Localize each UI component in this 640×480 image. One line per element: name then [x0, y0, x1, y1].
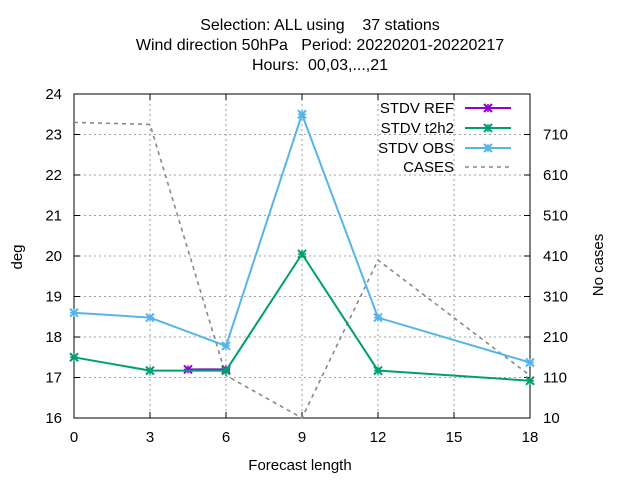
data-point-stdv-t2h2	[525, 376, 535, 386]
x-tick-label: 9	[298, 429, 306, 446]
legend-label-stdv-obs: STDV OBS	[378, 140, 454, 157]
y-axis-label: deg	[9, 244, 26, 269]
y2-tick-label: 10	[543, 410, 560, 427]
y-tick-label: 16	[45, 410, 62, 427]
y-tick-label: 24	[45, 86, 62, 103]
data-point-stdv-t2h2	[145, 365, 155, 376]
y-tick-label: 23	[45, 127, 62, 144]
legend-marker-stdv-ref	[483, 103, 493, 113]
y2-tick-label: 610	[543, 167, 568, 184]
y2-axis-label: No cases	[590, 234, 607, 297]
chart-title-line-3: Hours: 00,03,...,21	[251, 57, 389, 74]
y2-tick-label: 310	[543, 289, 568, 306]
x-tick-label: 0	[70, 429, 78, 446]
legend-label-stdv-ref: STDV REF	[380, 100, 454, 117]
x-tick-label: 15	[446, 429, 463, 446]
data-point-stdv-obs	[221, 341, 231, 351]
data-point-stdv-t2h2	[297, 249, 307, 259]
y-tick-label: 17	[45, 370, 62, 387]
y-tick-label: 18	[45, 329, 62, 346]
x-tick-label: 3	[146, 429, 154, 446]
legend-marker-stdv-obs	[483, 143, 493, 153]
data-point-stdv-ref	[183, 364, 193, 375]
y2-tick-label: 710	[543, 127, 568, 144]
x-tick-label: 12	[370, 429, 387, 446]
data-point-stdv-t2h2	[221, 365, 231, 376]
legend-marker-stdv-t2h2	[483, 123, 493, 133]
y2-tick-label: 410	[543, 248, 568, 265]
series-line-stdv-t2h2	[73, 252, 531, 382]
data-point-stdv-obs	[297, 109, 307, 119]
legend-label-stdv-t2h2: STDV t2h2	[381, 120, 454, 137]
data-point-stdv-t2h2	[373, 365, 383, 376]
legend-label-cases: CASES	[403, 159, 454, 176]
x-axis-label: Forecast length	[248, 457, 351, 474]
x-tick-label: 6	[222, 429, 230, 446]
chart-title-line-1: Selection: ALL using 37 stations	[200, 17, 440, 34]
y2-tick-label: 110	[543, 370, 567, 387]
y-tick-label: 22	[45, 167, 62, 184]
legend: STDV REF STDV t2h2 STDV OBS CASES	[378, 100, 511, 176]
axes-ticks: 0 3 6 9 12 15 18 16 17 18 19 20 21 22 23 24 10 110 210 310 4…	[45, 86, 568, 446]
series-line-cases	[73, 121, 531, 420]
data-point-stdv-obs	[373, 312, 383, 323]
chart-title-line-2: Wind direction 50hPa Period: 20220201-20…	[135, 37, 505, 54]
y-tick-label: 21	[45, 208, 62, 225]
data-point-stdv-obs	[69, 307, 79, 318]
data-point-stdv-obs	[145, 312, 155, 323]
y2-tick-label: 210	[543, 329, 568, 346]
data-point-stdv-t2h2	[69, 352, 79, 362]
series-line-stdv-obs	[73, 111, 531, 364]
x-tick-label: 18	[522, 429, 539, 446]
y2-tick-label: 510	[543, 208, 568, 225]
y-tick-label: 19	[45, 289, 62, 306]
series	[69, 109, 535, 420]
data-point-stdv-obs	[525, 357, 535, 368]
y-tick-label: 20	[45, 248, 62, 265]
